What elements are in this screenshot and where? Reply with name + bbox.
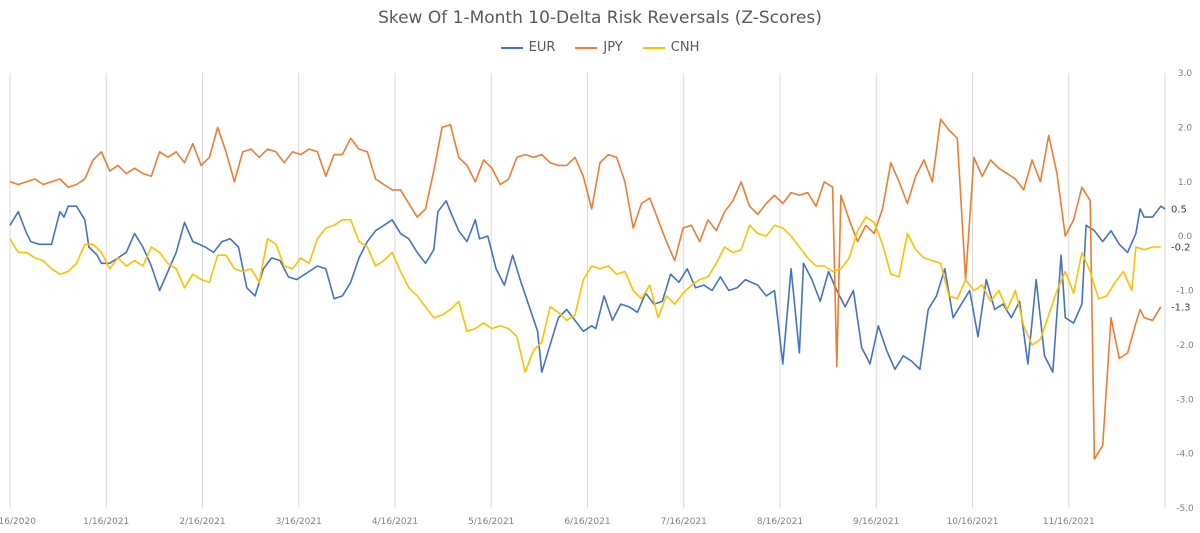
legend-item-eur: EUR [500,40,556,55]
legend-item-cnh: CNH [642,40,700,55]
x-tick-label: 3/16/2021 [276,517,322,527]
legend-label: EUR [528,40,556,55]
x-tick-label: 10/16/2021 [947,517,999,527]
x-tick-label: 1/16/2021 [83,517,129,527]
y-tick-label: -2.0 [1176,341,1194,351]
series-line-jpy [9,118,1162,460]
y-tick-label: 1.0 [1178,178,1193,188]
series-line-cnh [9,216,1161,373]
x-tick-label: 5/16/2021 [468,517,514,527]
chart-legend: EUR JPY CNH [0,40,1200,55]
y-tick-label: 0.0 [1178,232,1193,242]
end-label-jpy: -1.3 [1171,302,1191,313]
legend-swatch [575,46,598,49]
x-tick-label: 4/16/2021 [372,517,418,527]
y-tick-label: -3.0 [1176,395,1194,405]
legend-swatch [642,46,665,49]
end-label-cnh: -0.2 [1171,243,1191,254]
x-tick-label: 9/16/2021 [853,517,899,527]
legend-label: CNH [670,40,700,55]
y-tick-label: -1.0 [1176,287,1194,297]
legend-item-jpy: JPY [575,40,623,55]
x-tick-label: 2/16/2021 [179,517,225,527]
legend-label: JPY [603,40,623,55]
y-tick-label: -5.0 [1176,504,1194,514]
y-tick-label: -4.0 [1176,450,1194,460]
x-tick-label: 12/16/2020 [0,517,36,527]
end-label-eur: 0.5 [1171,204,1187,215]
x-tick-label: 7/16/2021 [661,517,707,527]
chart-title: Skew Of 1-Month 10-Delta Risk Reversals … [378,8,822,28]
x-tick-label: 8/16/2021 [757,517,803,527]
x-tick-label: 11/16/2021 [1043,517,1095,527]
legend-swatch [500,46,523,49]
x-tick-label: 6/16/2021 [564,517,610,527]
y-tick-label: 3.0 [1178,69,1193,79]
y-tick-label: 2.0 [1178,123,1193,133]
